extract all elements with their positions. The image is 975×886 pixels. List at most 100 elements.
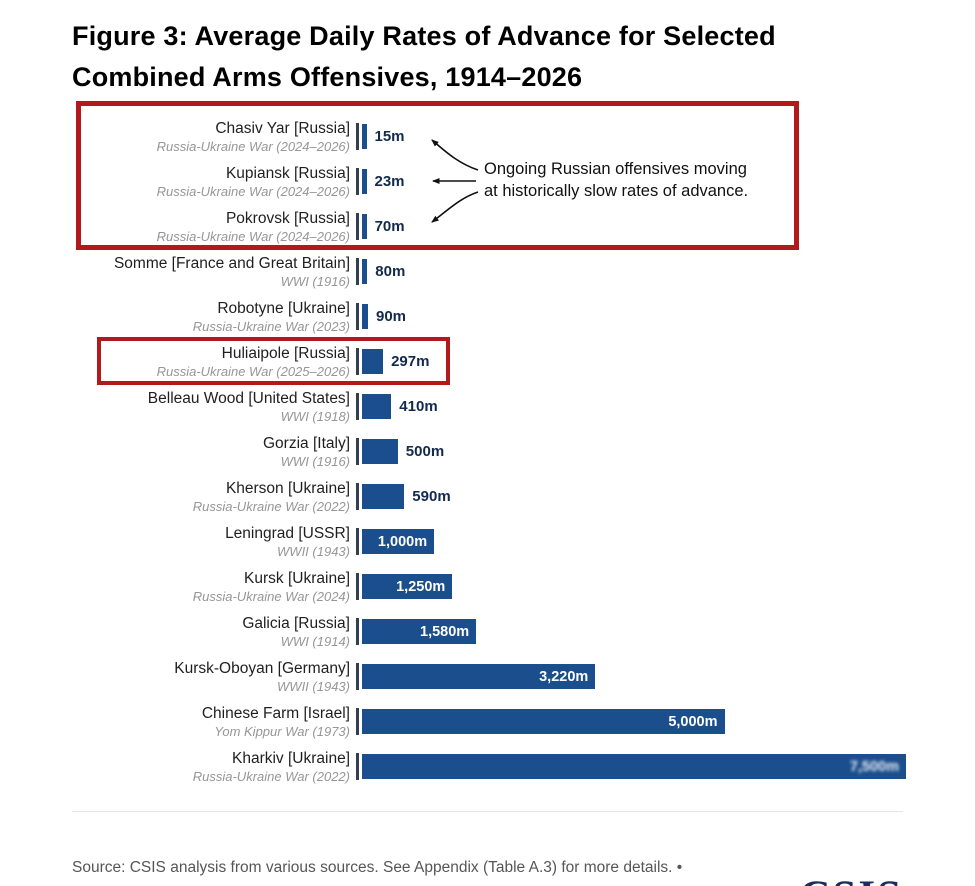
row-sublabel: WWII (1943) xyxy=(277,678,350,694)
row-label-group: Chinese Farm [Israel] Yom Kippur War (197… xyxy=(0,704,356,740)
bar xyxy=(361,259,368,284)
bar xyxy=(361,169,367,194)
row-label-group: Huliaipole [Russia] Russia-Ukraine War (2… xyxy=(0,344,356,380)
bar-area: 3,220m xyxy=(361,654,975,699)
row-sublabel: Russia-Ukraine War (2022) xyxy=(192,768,350,784)
chart-row: Pokrovsk [Russia] Russia-Ukraine War (202… xyxy=(0,204,975,249)
row-sublabel: Russia-Ukraine War (2024–2026) xyxy=(156,183,350,199)
row-label: Chasiv Yar [Russia] xyxy=(215,119,350,137)
chart-row: Galicia [Russia] WWI (1914) 1,580m xyxy=(0,609,975,654)
row-sublabel: Russia-Ukraine War (2024–2026) xyxy=(156,228,350,244)
row-label: Leningrad [USSR] xyxy=(225,524,350,542)
row-label: Galicia [Russia] xyxy=(242,614,350,632)
bar-value-label: 1,000m xyxy=(377,533,428,550)
row-sublabel: Russia-Ukraine War (2022) xyxy=(192,498,350,514)
row-sublabel: Yom Kippur War (1973) xyxy=(214,723,350,739)
chart-row: Huliaipole [Russia] Russia-Ukraine War (2… xyxy=(0,339,975,384)
row-sublabel: WWI (1916) xyxy=(280,273,350,289)
figure-footer: Source: CSIS analysis from various sourc… xyxy=(72,811,903,886)
source-text: Source: CSIS analysis from various sourc… xyxy=(72,859,683,876)
axis-tick xyxy=(356,438,359,465)
row-label: Kursk-Oboyan [Germany] xyxy=(174,659,350,677)
chart-row: Leningrad [USSR] WWII (1943) 1,000m xyxy=(0,519,975,564)
bar-value-label: 1,250m xyxy=(396,578,446,595)
axis-tick xyxy=(356,123,359,150)
row-label-group: Kursk [Ukraine] Russia-Ukraine War (2024) xyxy=(0,569,356,605)
row-label-group: Gorzia [Italy] WWI (1916) xyxy=(0,434,356,470)
row-label-group: Galicia [Russia] WWI (1914) xyxy=(0,614,356,650)
bar xyxy=(361,439,398,464)
bar: 1,000m xyxy=(361,529,435,554)
csis-logo: CSIS xyxy=(799,872,903,886)
chart-row: Kursk-Oboyan [Germany] WWII (1943) 3,220m xyxy=(0,654,975,699)
bar xyxy=(361,304,368,329)
row-label-group: Leningrad [USSR] WWII (1943) xyxy=(0,524,356,560)
bar-area: 297m xyxy=(361,339,975,384)
row-label: Chinese Farm [Israel] xyxy=(201,704,350,722)
axis-tick xyxy=(356,258,359,285)
row-label: Robotyne [Ukraine] xyxy=(217,299,350,317)
bar xyxy=(361,214,367,239)
row-label-group: Robotyne [Ukraine] Russia-Ukraine War (20… xyxy=(0,299,356,335)
row-label: Pokrovsk [Russia] xyxy=(225,209,350,227)
row-label-group: Pokrovsk [Russia] Russia-Ukraine War (202… xyxy=(0,209,356,245)
bar-area: 5,000m xyxy=(361,699,975,744)
source-credit: Source: CSIS analysis from various sourc… xyxy=(72,826,682,886)
bar xyxy=(361,394,392,419)
row-label: Kursk [Ukraine] xyxy=(244,569,350,587)
axis-tick xyxy=(356,618,359,645)
chart-row: Kharkiv [Ukraine] Russia-Ukraine War (202… xyxy=(0,744,975,789)
chart-row: Chinese Farm [Israel] Yom Kippur War (197… xyxy=(0,699,975,744)
axis-tick xyxy=(356,213,359,240)
bar-value-label: 80m xyxy=(375,263,406,280)
bar-value-label: 15m xyxy=(374,128,405,145)
bar-area: 1,580m xyxy=(361,609,975,654)
axis-tick xyxy=(356,708,359,735)
bar-value-label: 297m xyxy=(391,353,430,370)
row-label: Somme [France and Great Britain] xyxy=(113,254,350,272)
row-sublabel: WWII (1943) xyxy=(277,543,350,559)
bar xyxy=(361,484,405,509)
axis-tick xyxy=(356,753,359,780)
row-sublabel: Russia-Ukraine War (2025–2026) xyxy=(156,363,350,379)
bar: 5,000m xyxy=(361,709,725,734)
bar-value-label: 3,220m xyxy=(539,668,589,685)
row-sublabel: WWI (1918) xyxy=(280,408,350,424)
bar-area: 1,250m xyxy=(361,564,975,609)
axis-tick xyxy=(356,573,359,600)
row-label: Huliaipole [Russia] xyxy=(221,344,350,362)
row-label: Kharkiv [Ukraine] xyxy=(231,749,350,767)
row-label-group: Chasiv Yar [Russia] Russia-Ukraine War (2… xyxy=(0,119,356,155)
bar-area: 80m xyxy=(361,249,975,294)
chart-row: Kupiansk [Russia] Russia-Ukraine War (202… xyxy=(0,159,975,204)
bar xyxy=(361,124,367,149)
axis-tick xyxy=(356,483,359,510)
axis-tick xyxy=(356,348,359,375)
row-label-group: Kherson [Ukraine] Russia-Ukraine War (202… xyxy=(0,479,356,515)
row-sublabel: WWI (1916) xyxy=(280,453,350,469)
bar-value-label: 1,580m xyxy=(420,623,470,640)
bar-area: 590m xyxy=(361,474,975,519)
axis-tick xyxy=(356,303,359,330)
bar: 1,580m xyxy=(361,619,477,644)
bar-value-label: 590m xyxy=(412,488,451,505)
axis-tick xyxy=(356,168,359,195)
bar-value-label: 7,500m xyxy=(849,758,899,775)
bar-area: 7,500m xyxy=(361,744,975,789)
row-label: Belleau Wood [United States] xyxy=(147,389,350,407)
row-label-group: Belleau Wood [United States] WWI (1918) xyxy=(0,389,356,425)
bar: 7,500m xyxy=(361,754,906,779)
bar-value-label: 5,000m xyxy=(668,713,718,730)
row-label: Gorzia [Italy] xyxy=(263,434,350,452)
bar-value-label: 410m xyxy=(399,398,438,415)
chart-row: Belleau Wood [United States] WWI (1918) 41… xyxy=(0,384,975,429)
row-sublabel: Russia-Ukraine War (2023) xyxy=(192,318,350,334)
bar-area: 70m xyxy=(361,204,975,249)
bar-value-label: 23m xyxy=(374,173,405,190)
row-sublabel: Russia-Ukraine War (2024) xyxy=(192,588,350,604)
bar-value-label: 500m xyxy=(405,443,445,460)
bar xyxy=(361,349,384,374)
bar-area: 500m xyxy=(361,429,975,474)
bar-value-label: 90m xyxy=(376,308,407,325)
row-label-group: Kupiansk [Russia] Russia-Ukraine War (202… xyxy=(0,164,356,200)
